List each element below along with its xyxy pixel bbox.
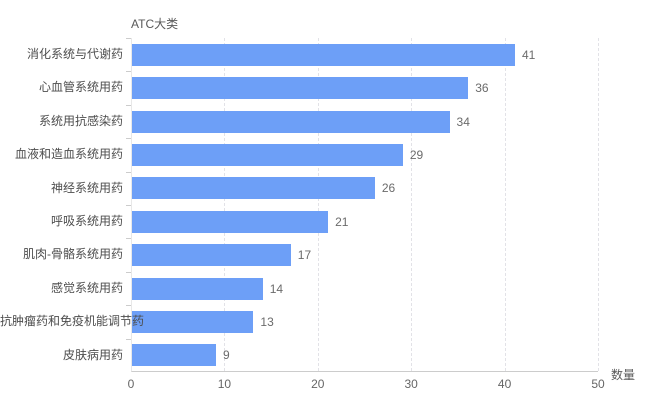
y-axis-tick-4 bbox=[126, 171, 131, 173]
bar-value-label-2: 34 bbox=[456, 114, 470, 129]
category-label-1: 心血管系统用药 bbox=[38, 80, 123, 95]
bar-3[interactable] bbox=[132, 143, 403, 166]
y-axis-tick-0 bbox=[126, 38, 131, 39]
bar-9[interactable] bbox=[132, 344, 217, 367]
bar-value-label-1: 36 bbox=[475, 81, 489, 96]
gridline-x-50 bbox=[598, 38, 599, 371]
bar-value-label-5: 21 bbox=[335, 214, 349, 229]
gridline-x-10 bbox=[224, 38, 226, 371]
x-tick-label-40: 40 bbox=[497, 377, 512, 391]
plot-area: 41 36 34 29 26 21 17 14 13 9 bbox=[131, 38, 599, 372]
bar-value-label-6: 17 bbox=[297, 248, 312, 263]
bar-8[interactable] bbox=[132, 310, 254, 333]
y-axis-tick-8 bbox=[126, 305, 131, 307]
bar-2[interactable] bbox=[132, 110, 450, 133]
bar-value-label-3: 29 bbox=[409, 147, 424, 162]
category-label-2: 系统用抗感染药 bbox=[38, 113, 123, 128]
x-axis-name: 数量 bbox=[611, 368, 636, 382]
category-label-4: 神经系统用药 bbox=[50, 180, 123, 195]
category-label-6: 肌肉-骨骼系统用药 bbox=[23, 247, 123, 262]
chart-title: ATC大类 bbox=[131, 17, 179, 31]
gridline-x-30 bbox=[411, 38, 413, 371]
bar-5[interactable] bbox=[132, 210, 329, 233]
category-label-7: 感觉系统用药 bbox=[50, 280, 123, 295]
y-axis-tick-3 bbox=[126, 138, 131, 140]
category-label-8: 抗肿瘤药和免疫机能调节药 bbox=[0, 314, 145, 329]
category-label-9: 皮肤病用药 bbox=[62, 347, 123, 362]
category-label-5: 呼吸系统用药 bbox=[50, 214, 123, 228]
gridline-x-20 bbox=[317, 38, 319, 371]
bar-0[interactable] bbox=[132, 43, 515, 66]
y-axis-tick-5 bbox=[126, 205, 131, 206]
bar-7[interactable] bbox=[132, 277, 263, 300]
bar-1[interactable] bbox=[132, 77, 469, 100]
y-axis-tick-2 bbox=[126, 104, 131, 106]
y-axis-tick-9 bbox=[126, 338, 131, 340]
y-axis-tick-6 bbox=[126, 238, 131, 240]
bar-value-label-7: 14 bbox=[269, 281, 284, 296]
y-axis-tick-1 bbox=[126, 71, 131, 73]
y-axis-tick-7 bbox=[126, 271, 131, 273]
gridline-x-40 bbox=[504, 38, 506, 371]
category-label-3: 血液和造血系统用药 bbox=[14, 147, 123, 162]
bar-6[interactable] bbox=[132, 244, 291, 267]
x-tick-label-20: 20 bbox=[311, 377, 325, 391]
bar-value-label-8: 13 bbox=[260, 314, 274, 329]
bar-value-label-9: 9 bbox=[223, 348, 230, 363]
bar-value-label-0: 41 bbox=[521, 47, 536, 62]
category-label-0: 消化系统与代谢药 bbox=[26, 47, 123, 61]
x-tick-label-30: 30 bbox=[404, 377, 418, 391]
x-tick-label-50: 50 bbox=[591, 377, 605, 391]
bar-value-label-4: 26 bbox=[381, 181, 396, 196]
x-tick-label-0: 0 bbox=[127, 377, 135, 391]
x-tick-label-10: 10 bbox=[217, 377, 232, 391]
bar-4[interactable] bbox=[132, 177, 375, 200]
